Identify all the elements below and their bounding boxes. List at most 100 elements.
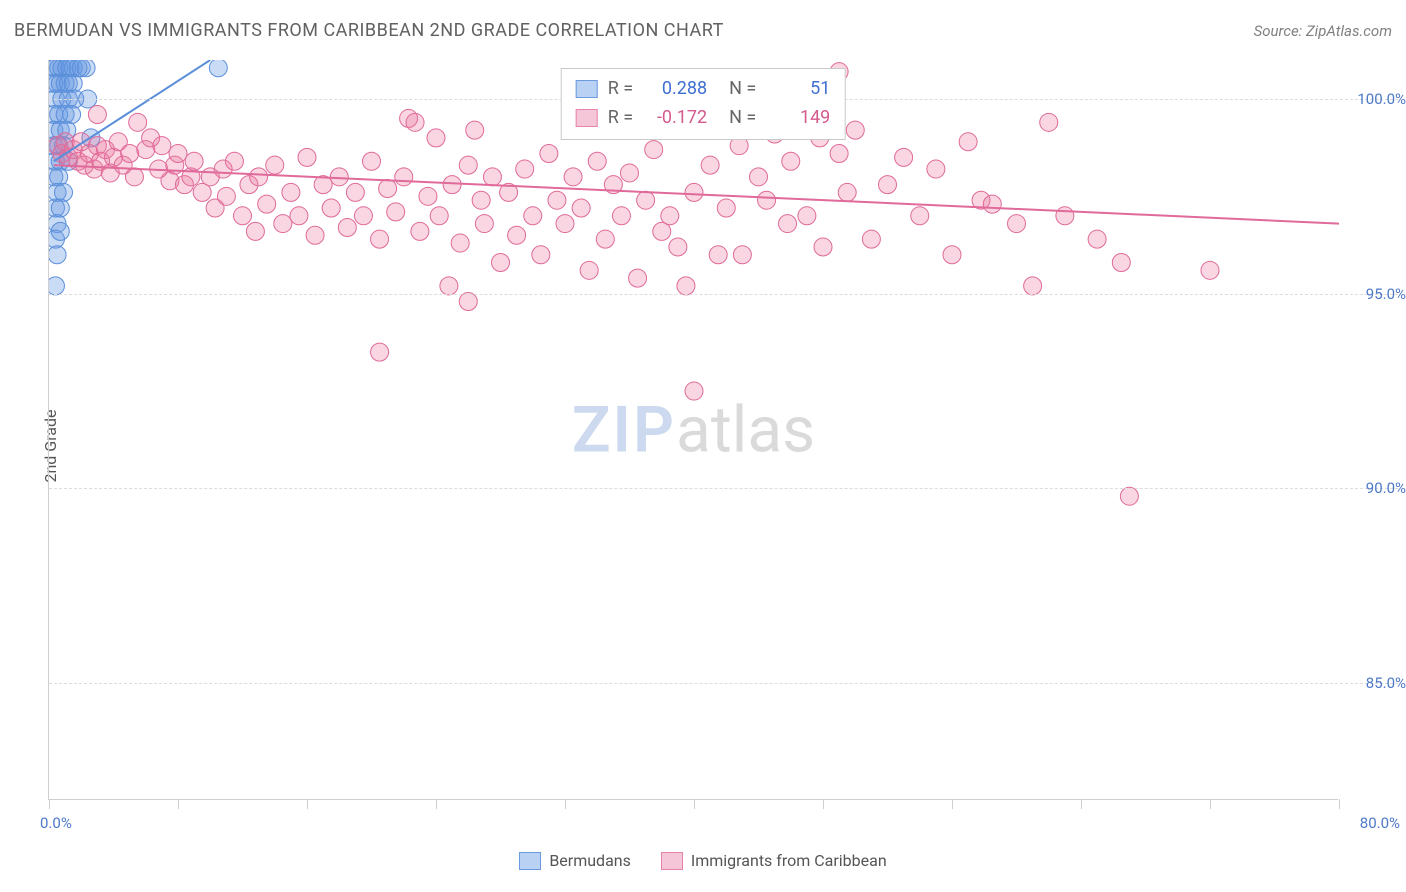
bottom-legend-label: Bermudans	[549, 851, 631, 870]
scatter-point	[798, 207, 816, 225]
scatter-point	[879, 176, 897, 194]
scatter-point	[363, 152, 381, 170]
legend-swatch	[519, 852, 541, 870]
x-tick	[178, 799, 179, 809]
scatter-point	[282, 183, 300, 201]
scatter-point	[532, 246, 550, 264]
plot-area: ZIPatlas 100.0%95.0%90.0%85.0% 0.0% 80.0…	[48, 60, 1338, 800]
scatter-point	[459, 292, 477, 310]
legend-swatch	[576, 109, 598, 127]
x-tick	[694, 799, 695, 809]
legend-r-label: R =	[608, 104, 633, 133]
scatter-point	[556, 215, 574, 233]
scatter-point	[1120, 487, 1138, 505]
scatter-point	[508, 226, 526, 244]
scatter-point	[911, 207, 929, 225]
bottom-legend: BermudansImmigrants from Caribbean	[0, 851, 1406, 870]
scatter-point	[669, 238, 687, 256]
scatter-point	[246, 222, 264, 240]
scatter-point	[540, 144, 558, 162]
title-row: BERMUDAN VS IMMIGRANTS FROM CARIBBEAN 2N…	[14, 20, 1392, 41]
scatter-point	[427, 129, 445, 147]
x-tick	[436, 799, 437, 809]
scatter-point	[685, 183, 703, 201]
scatter-point	[959, 133, 977, 151]
scatter-point	[983, 195, 1001, 213]
scatter-point	[129, 113, 147, 131]
scatter-point	[492, 254, 510, 272]
scatter-point	[717, 199, 735, 217]
scatter-point	[572, 199, 590, 217]
scatter-point	[88, 106, 106, 124]
scatter-point	[395, 168, 413, 186]
scatter-point	[629, 269, 647, 287]
scatter-point	[895, 148, 913, 166]
scatter-point	[472, 191, 490, 209]
scatter-point	[298, 148, 316, 166]
scatter-point	[371, 343, 389, 361]
scatter-point	[430, 207, 448, 225]
bottom-legend-item: Bermudans	[519, 851, 631, 870]
y-tick-label: 90.0%	[1346, 479, 1406, 497]
x-tick	[1210, 799, 1211, 809]
scatter-point	[258, 195, 276, 213]
chart-frame: BERMUDAN VS IMMIGRANTS FROM CARIBBEAN 2N…	[0, 0, 1406, 892]
scatter-point	[637, 191, 655, 209]
x-tick	[565, 799, 566, 809]
x-tick	[49, 799, 50, 809]
grid-line	[49, 683, 1398, 684]
scatter-point	[709, 246, 727, 264]
plot-box: ZIPatlas 100.0%95.0%90.0%85.0%	[48, 60, 1338, 800]
x-min-label: 0.0%	[40, 814, 72, 832]
scatter-point	[250, 168, 268, 186]
scatter-point	[645, 141, 663, 159]
scatter-point	[927, 160, 945, 178]
scatter-point	[406, 113, 424, 131]
y-tick-label: 85.0%	[1346, 674, 1406, 692]
scatter-point	[466, 121, 484, 139]
scatter-point	[451, 234, 469, 252]
legend-n-value: 51	[766, 75, 830, 104]
scatter-point	[1008, 215, 1026, 233]
scatter-point	[814, 238, 832, 256]
scatter-point	[225, 152, 243, 170]
scatter-point	[564, 168, 582, 186]
scatter-point	[1024, 277, 1042, 295]
scatter-point	[440, 277, 458, 295]
scatter-point	[443, 176, 461, 194]
scatter-point	[217, 187, 235, 205]
scatter-point	[516, 160, 534, 178]
scatter-point	[621, 164, 639, 182]
x-tick	[307, 799, 308, 809]
y-tick-label: 100.0%	[1346, 90, 1406, 108]
scatter-point	[661, 207, 679, 225]
scatter-point	[1056, 207, 1074, 225]
scatter-point	[234, 207, 252, 225]
scatter-point	[411, 222, 429, 240]
scatter-point	[758, 191, 776, 209]
scatter-point	[1088, 230, 1106, 248]
scatter-svg	[49, 60, 1339, 800]
legend-r-value: 0.288	[643, 75, 707, 104]
scatter-point	[524, 207, 542, 225]
scatter-point	[77, 60, 95, 77]
scatter-point	[1040, 113, 1058, 131]
scatter-point	[306, 226, 324, 244]
scatter-point	[209, 60, 227, 77]
legend-swatch	[661, 852, 683, 870]
source-label: Source: ZipAtlas.com	[1254, 22, 1392, 40]
scatter-point	[459, 156, 477, 174]
scatter-point	[338, 218, 356, 236]
scatter-point	[1201, 261, 1219, 279]
scatter-point	[580, 261, 598, 279]
scatter-point	[862, 230, 880, 248]
scatter-point	[750, 168, 768, 186]
scatter-point	[51, 199, 69, 217]
scatter-point	[419, 187, 437, 205]
stats-legend: R =0.288N =51R =-0.172N =149	[561, 68, 846, 140]
scatter-point	[1112, 254, 1130, 272]
scatter-point	[51, 222, 69, 240]
scatter-point	[379, 180, 397, 198]
scatter-point	[169, 144, 187, 162]
scatter-point	[779, 215, 797, 233]
